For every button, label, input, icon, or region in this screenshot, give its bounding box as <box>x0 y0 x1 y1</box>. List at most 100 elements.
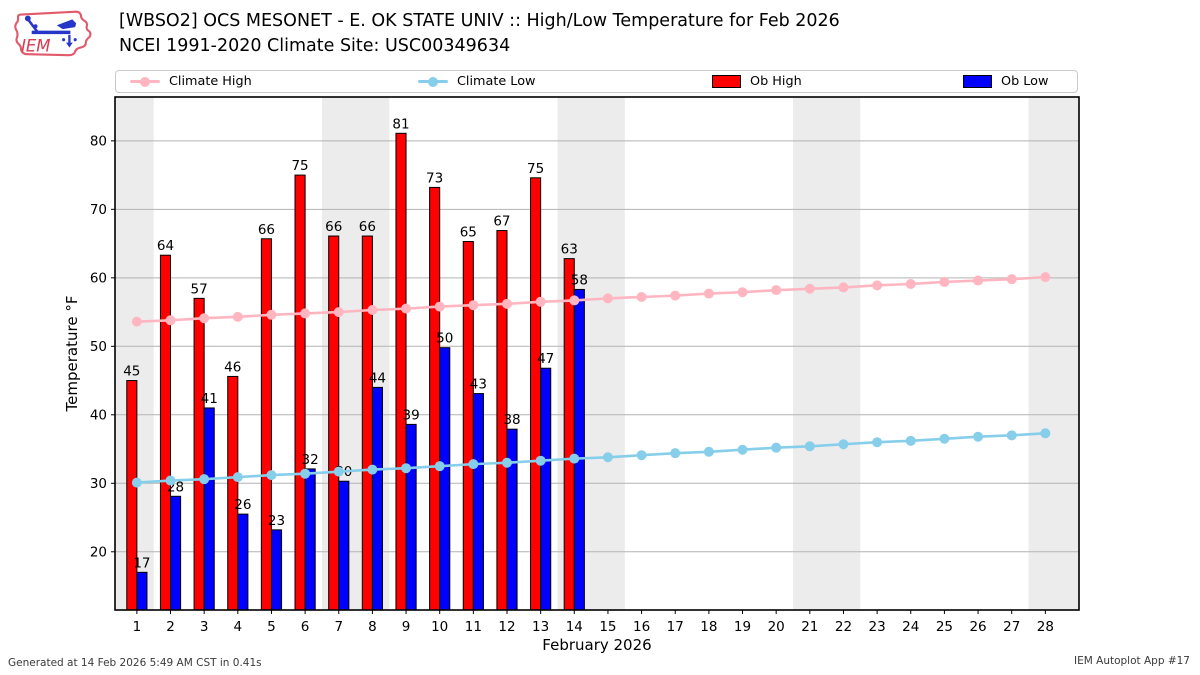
legend-swatch-icon <box>963 75 992 88</box>
ob-high-bar <box>227 375 239 611</box>
x-tick-label: 11 <box>465 619 482 635</box>
climate-high-marker-icon <box>1006 274 1017 285</box>
ob-low-value-label: 44 <box>369 370 386 386</box>
climate-low-marker-icon <box>199 474 210 485</box>
climate-low-marker-icon <box>737 444 748 455</box>
climate-high-marker-icon <box>266 309 277 320</box>
ob-low-value-label: 47 <box>537 351 554 367</box>
climate-high-marker-icon <box>703 288 714 299</box>
ob-low-value-label: 38 <box>503 412 520 428</box>
climate-high-marker-icon <box>367 305 378 316</box>
x-tick-label: 3 <box>200 619 209 635</box>
ob-low-bar <box>338 480 350 611</box>
climate-high-marker-icon <box>973 275 984 286</box>
climate-low-marker-icon <box>636 450 647 461</box>
ob-low-value-label: 17 <box>133 555 150 571</box>
chart-subtitle: NCEI 1991-2020 Climate Site: USC00349634 <box>119 36 511 56</box>
climate-low-marker-icon <box>401 463 412 474</box>
climate-low-marker-icon <box>670 448 681 459</box>
legend-label: Climate High <box>169 74 252 89</box>
legend-swatch-icon <box>712 75 741 88</box>
climate-low-marker-icon <box>300 468 311 479</box>
ob-low-value-label: 58 <box>571 272 588 288</box>
climate-low-marker-icon <box>333 466 344 477</box>
x-tick-label: 17 <box>667 619 684 635</box>
ob-high-value-label: 66 <box>359 219 376 235</box>
climate-low-line <box>136 431 1046 484</box>
plot-border <box>114 96 1080 611</box>
legend-label: Climate Low <box>457 74 536 89</box>
ob-high-value-label: 75 <box>291 158 308 174</box>
legend: Climate High Climate Low Ob High Ob Low <box>115 70 1078 93</box>
x-tick-label: 14 <box>566 619 583 635</box>
ob-high-value-label: 45 <box>123 364 140 380</box>
x-tick-label: 26 <box>969 619 986 635</box>
ob-low-value-label: 43 <box>470 377 487 393</box>
climate-low-marker-icon <box>804 441 815 452</box>
climate-low-marker-icon <box>771 442 782 453</box>
ob-low-bar <box>270 529 283 611</box>
climate-low-marker-icon <box>468 459 479 470</box>
ob-high-bar <box>328 235 340 611</box>
ob-high-value-label: 63 <box>561 242 578 258</box>
x-tick-label: 8 <box>368 619 377 635</box>
ob-high-value-label: 65 <box>460 225 477 241</box>
app-credit-text: IEM Autoplot App #17 <box>1074 655 1190 667</box>
ob-high-bar <box>429 186 441 611</box>
ob-low-bar <box>203 407 215 611</box>
climate-high-marker-icon <box>401 303 412 314</box>
ob-high-value-label: 57 <box>191 281 208 297</box>
ob-low-value-label: 41 <box>201 391 218 407</box>
climate-low-marker-icon <box>905 435 916 446</box>
climate-high-marker-icon <box>670 290 681 301</box>
ob-high-bar <box>563 258 575 611</box>
x-tick-label: 20 <box>768 619 785 635</box>
climate-high-marker-icon <box>905 278 916 289</box>
climate-high-marker-icon <box>232 311 243 322</box>
climate-high-marker-icon <box>535 296 546 307</box>
ob-low-bar <box>371 386 383 611</box>
climate-high-marker-icon <box>468 300 479 311</box>
climate-low-marker-icon <box>872 437 883 448</box>
legend-label: Ob Low <box>1001 74 1049 89</box>
chart-title: [WBSO2] OCS MESONET - E. OK STATE UNIV :… <box>119 11 840 31</box>
climate-low-marker-icon <box>838 439 849 450</box>
ob-high-bar <box>126 380 138 611</box>
x-tick-label: 7 <box>334 619 343 635</box>
climate-low-marker-icon <box>266 470 277 481</box>
x-tick-label: 16 <box>633 619 650 635</box>
x-tick-label: 25 <box>936 619 953 635</box>
climate-low-marker-icon <box>434 461 445 472</box>
ob-high-bar <box>260 238 272 611</box>
ob-low-bar <box>237 513 249 611</box>
x-tick-label: 27 <box>1003 619 1020 635</box>
x-axis-label: February 2026 <box>542 636 651 654</box>
ob-high-value-label: 73 <box>426 170 443 186</box>
ob-high-bar <box>193 297 205 611</box>
climate-high-marker-icon <box>569 295 580 306</box>
climate-high-marker-icon <box>939 276 950 287</box>
y-tick-label: 50 <box>90 339 107 355</box>
climate-high-marker-icon <box>131 316 142 327</box>
climate-high-marker-icon <box>300 308 311 319</box>
climate-low-marker-icon <box>165 475 176 486</box>
climate-low-marker-icon <box>1040 428 1051 439</box>
ob-high-bar <box>294 174 306 611</box>
ob-low-bar <box>540 367 552 611</box>
climate-high-marker-icon <box>872 280 883 291</box>
climate-low-marker-icon <box>1006 430 1017 441</box>
legend-marker-icon <box>140 76 150 87</box>
ob-low-value-label: 26 <box>234 497 251 513</box>
climate-high-marker-icon <box>333 307 344 318</box>
ob-low-bar <box>304 468 316 611</box>
legend-marker-icon <box>428 76 438 87</box>
y-tick-label: 40 <box>90 408 107 424</box>
climate-high-marker-icon <box>804 283 815 294</box>
ob-high-bar <box>462 241 474 611</box>
x-tick-label: 18 <box>700 619 717 635</box>
climate-high-marker-icon <box>199 313 210 324</box>
legend-label: Ob High <box>750 74 802 89</box>
ob-low-bar <box>439 347 451 611</box>
ob-high-bar <box>361 235 373 611</box>
